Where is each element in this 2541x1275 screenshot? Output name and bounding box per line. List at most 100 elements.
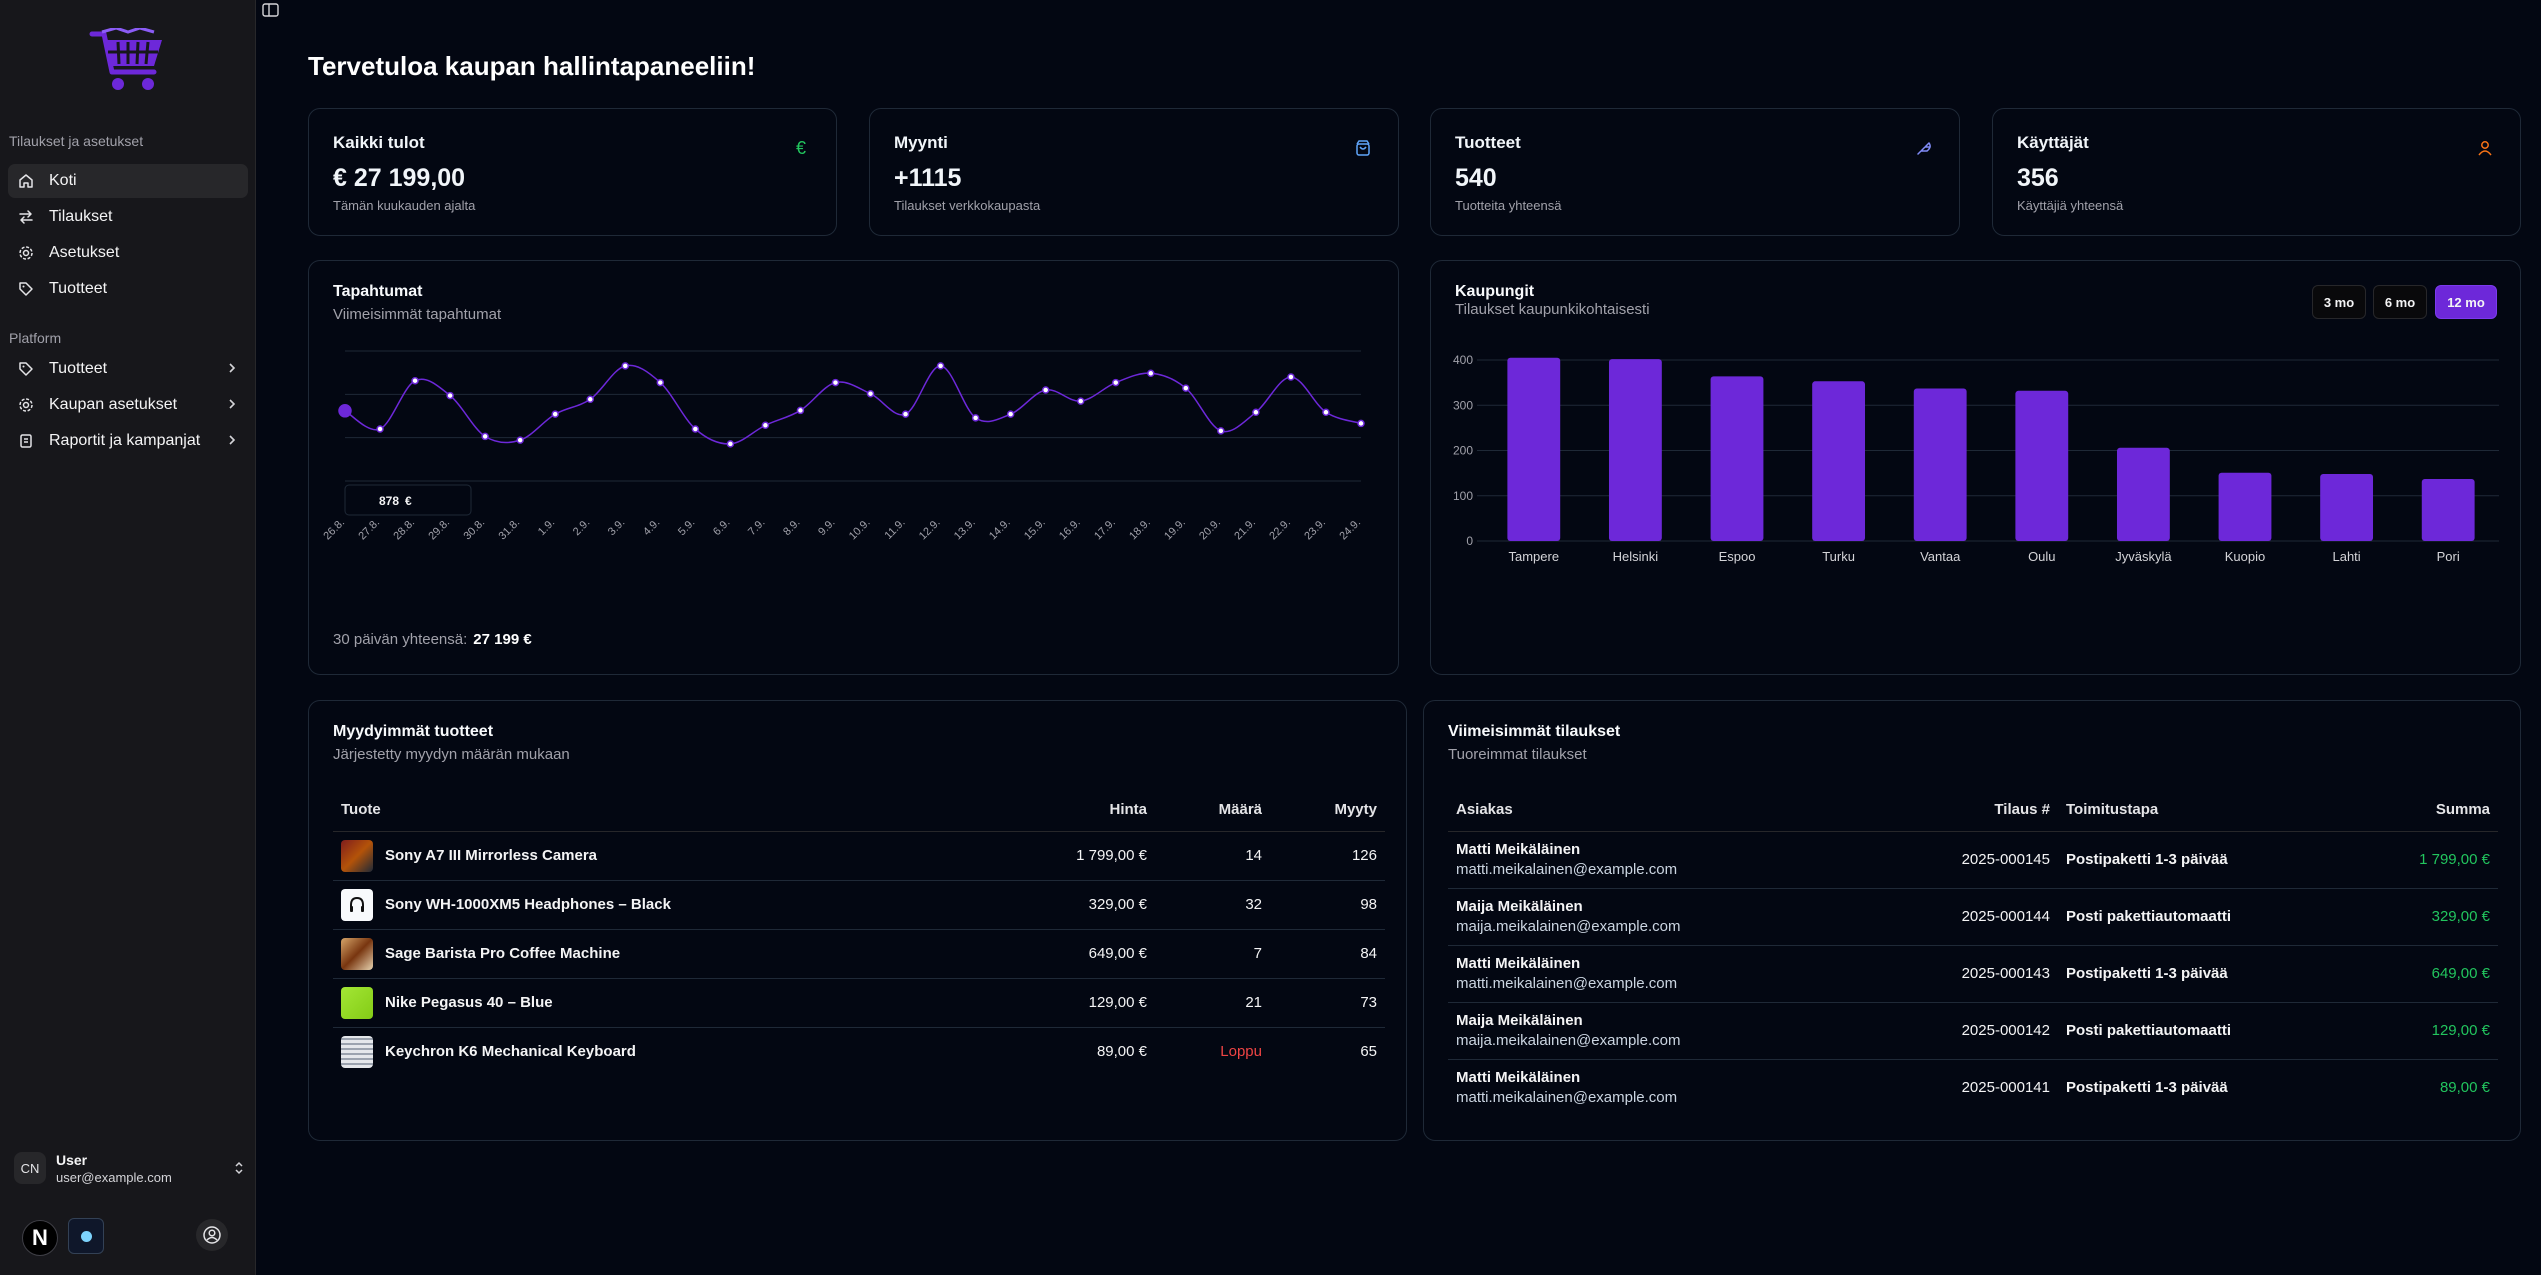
- recent-orders-table: Asiakas Tilaus # Toimitustapa Summa Matt…: [1448, 789, 2498, 1116]
- table-row[interactable]: Sony WH-1000XM5 Headphones – Black 329,0…: [333, 880, 1385, 930]
- data-point[interactable]: [656, 378, 665, 387]
- bar[interactable]: [1710, 376, 1764, 541]
- cities-bar-chart[interactable]: Tampere Helsinki Espoo Turku Vantaa Oulu Jyväs…: [1431, 341, 2522, 601]
- x-tick-label: Kuopio: [2225, 549, 2265, 564]
- events-card: Tapahtumat Viimeisimmät tapahtumat 26.8.…: [308, 260, 1399, 675]
- sidebar-toggle-icon[interactable]: [262, 2, 280, 18]
- table-row[interactable]: Keychron K6 Mechanical Keyboard 89,00 € …: [333, 1027, 1385, 1076]
- data-point[interactable]: [831, 378, 840, 387]
- status-dot-button[interactable]: [68, 1218, 104, 1254]
- customer-name: Matti Meikäläinen: [1456, 955, 1581, 972]
- data-point[interactable]: [411, 376, 419, 385]
- table-row[interactable]: Sage Barista Pro Coffee Machine 649,00 €…: [333, 929, 1385, 979]
- customer-name: Matti Meikäläinen: [1456, 841, 1581, 858]
- range-6mo-button[interactable]: 6 mo: [2373, 285, 2427, 319]
- x-tick-label: 14.9.: [987, 517, 1013, 543]
- nextjs-badge[interactable]: N: [22, 1220, 58, 1256]
- data-point[interactable]: [691, 425, 700, 433]
- product-price: 89,00 €: [1096, 1043, 1147, 1061]
- range-12mo-button[interactable]: 12 mo: [2435, 285, 2497, 319]
- data-point[interactable]: [1252, 408, 1260, 417]
- total-value: 27 199 €: [473, 631, 532, 648]
- tag-icon: [17, 280, 35, 298]
- stat-subtitle: Tuotteita yhteensä: [1455, 198, 1562, 213]
- sidebar-item-tilaukset[interactable]: Tilaukset: [8, 200, 248, 234]
- table-row[interactable]: Nike Pegasus 40 – Blue 129,00 € 21 73: [333, 978, 1385, 1028]
- bar[interactable]: [2015, 390, 2069, 541]
- data-point[interactable]: [1147, 369, 1155, 378]
- data-point[interactable]: [1076, 397, 1085, 405]
- data-point[interactable]: [1217, 427, 1225, 435]
- sidebar-item-kaupan-asetukset[interactable]: Kaupan asetukset: [8, 388, 248, 422]
- sidebar-item-platform-tuotteet[interactable]: Tuotteet: [8, 352, 248, 386]
- data-point[interactable]: [481, 432, 489, 441]
- shipping-method: Postipaketti 1-3 päivää: [2058, 831, 2318, 889]
- sidebar-item-koti[interactable]: Koti: [8, 164, 248, 198]
- data-point[interactable]: [338, 404, 352, 418]
- data-point[interactable]: [1182, 384, 1190, 392]
- data-point[interactable]: [621, 362, 630, 370]
- data-point[interactable]: [446, 391, 454, 400]
- bar[interactable]: [2116, 447, 2170, 541]
- y-tick-label: 200: [1453, 444, 1473, 458]
- customer-email: matti.meikalainen@example.com: [1456, 975, 1678, 992]
- events-total: 30 päivän yhteensä: 27 199 €: [333, 631, 532, 648]
- range-3mo-button[interactable]: 3 mo: [2312, 285, 2366, 319]
- table-row[interactable]: Matti Meikäläinen matti.meikalainen@examp…: [1448, 1059, 2498, 1116]
- bar[interactable]: [1507, 357, 1561, 541]
- bar[interactable]: [2421, 479, 2475, 541]
- table-row[interactable]: Maija Meikäläinen maija.meikalainen@examp…: [1448, 1002, 2498, 1060]
- sidebar-item-tuotteet[interactable]: Tuotteet: [8, 272, 248, 306]
- sidebar: Tilaukset ja asetukset Koti Tilaukset As…: [0, 0, 256, 1275]
- x-tick-label: Tampere: [1509, 549, 1560, 564]
- data-point[interactable]: [1006, 410, 1015, 418]
- bar[interactable]: [2218, 472, 2272, 541]
- data-point[interactable]: [971, 414, 980, 422]
- data-point[interactable]: [901, 410, 910, 418]
- data-point[interactable]: [866, 389, 875, 398]
- shipping-method: Postipaketti 1-3 päivää: [2066, 1079, 2228, 1097]
- user-menu[interactable]: CN User user@example.com: [14, 1148, 246, 1188]
- data-point[interactable]: [551, 410, 559, 418]
- data-point[interactable]: [1357, 419, 1365, 428]
- headphones-icon: [350, 896, 364, 912]
- product-sold: 98: [1270, 880, 1385, 930]
- events-line-chart[interactable]: 26.8. 27.8. 28.8. 29.8. 30.8. 31.8. 1.9. 2.9. 3.…: [309, 341, 1400, 641]
- sidebar-item-label: Koti: [49, 172, 77, 189]
- y-tick-label: 100: [1453, 489, 1473, 503]
- data-point[interactable]: [586, 395, 594, 404]
- card-subtitle: Järjestetty myydyn määrän mukaan: [333, 746, 570, 763]
- shopping-bag-icon: [1356, 140, 1370, 156]
- x-tick-label: Helsinki: [1613, 549, 1659, 564]
- table-row[interactable]: Maija Meikäläinen maija.meikalainen@examp…: [1448, 888, 2498, 946]
- data-point[interactable]: [1322, 408, 1330, 417]
- data-point[interactable]: [376, 425, 384, 433]
- data-point[interactable]: [726, 440, 735, 448]
- data-point[interactable]: [1287, 373, 1295, 381]
- data-point[interactable]: [516, 436, 524, 444]
- table-row[interactable]: Matti Meikäläinen matti.meikalainen@examp…: [1448, 831, 2498, 889]
- product-sold: 73: [1270, 978, 1385, 1028]
- data-point[interactable]: [936, 362, 945, 370]
- bar[interactable]: [1812, 381, 1866, 541]
- sidebar-item-raportit[interactable]: Raportit ja kampanjat: [8, 424, 248, 458]
- stat-card-revenue: Kaikki tulot € 27 199,00 Tämän kuukauden…: [308, 108, 837, 236]
- table-row[interactable]: Matti Meikäläinen matti.meikalainen@examp…: [1448, 945, 2498, 1003]
- bar[interactable]: [1608, 359, 1662, 541]
- stat-value: 540: [1455, 164, 1497, 192]
- x-tick-label: 22.9.: [1267, 517, 1293, 543]
- data-point[interactable]: [1112, 378, 1120, 387]
- data-point[interactable]: [1041, 386, 1050, 394]
- table-row[interactable]: Sony A7 III Mirrorless Camera 1 799,00 €…: [333, 831, 1385, 881]
- series-line: [344, 364, 1362, 445]
- bar[interactable]: [1913, 388, 1967, 541]
- account-settings-button[interactable]: [196, 1219, 228, 1251]
- customer-email: maija.meikalainen@example.com: [1456, 918, 1681, 935]
- sidebar-item-asetukset[interactable]: Asetukset: [8, 236, 248, 270]
- shopping-cart-logo: [89, 28, 162, 90]
- data-point[interactable]: [761, 421, 770, 430]
- bar[interactable]: [2320, 474, 2374, 541]
- order-number: 2025-000141: [1961, 1079, 2050, 1097]
- data-point[interactable]: [796, 406, 805, 415]
- product-thumbnail: [341, 986, 373, 1019]
